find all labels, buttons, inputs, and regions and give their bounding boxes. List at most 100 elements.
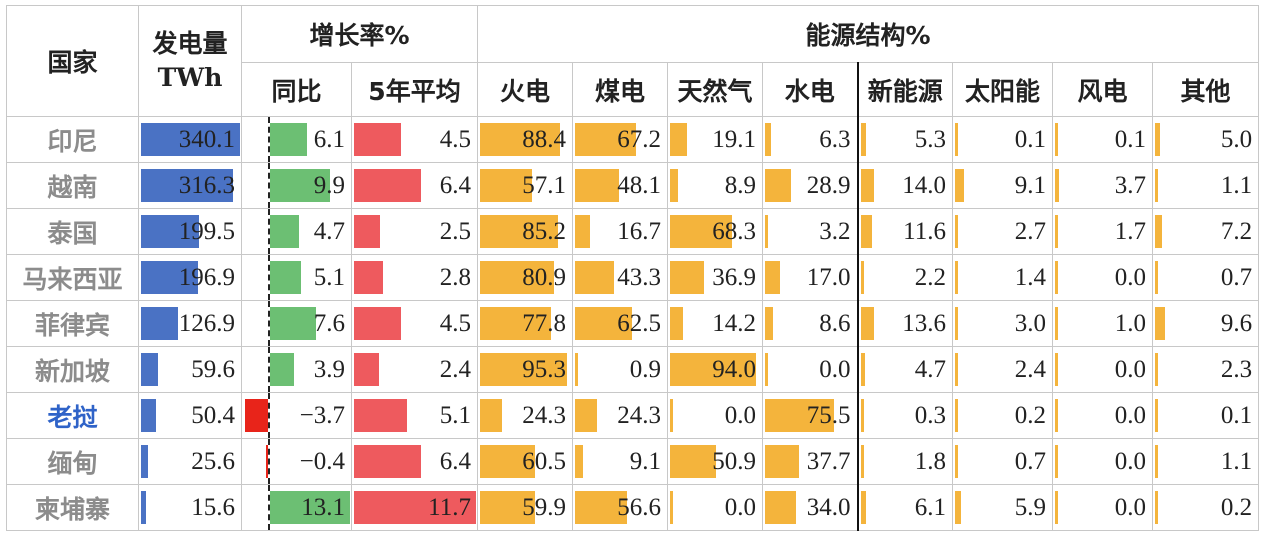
header-gas: 天然气 xyxy=(667,62,763,117)
hydro-value: 34.0 xyxy=(806,493,851,521)
wind-cell: 0.0 xyxy=(1052,484,1153,531)
hydro-bar xyxy=(765,445,800,478)
thermal-cell: 88.4 xyxy=(477,116,573,163)
table-body: 印尼 340.1 6.1 4.5 88.4 67.2 19.1 6.3 5.3 0.1 0.1 5.0… xyxy=(6,116,1260,531)
new_energy-cell: 1.8 xyxy=(856,438,953,485)
coal-bar xyxy=(575,215,591,248)
hydro-bar xyxy=(765,307,773,340)
hydro-cell: 37.7 xyxy=(762,438,858,485)
gen-value: 196.9 xyxy=(178,263,235,291)
yoy-value: 7.6 xyxy=(313,309,345,337)
other-cell: 0.2 xyxy=(1151,484,1260,531)
hydro-bar xyxy=(765,353,768,386)
gas-cell: 14.2 xyxy=(667,300,763,347)
header-generation-line1: 发电量 xyxy=(152,29,228,59)
solar-cell: 2.7 xyxy=(952,208,1053,255)
hydro-bar xyxy=(765,261,781,294)
avg5-value: 2.4 xyxy=(439,355,471,383)
gen-bar xyxy=(141,353,159,386)
zero-axis-line xyxy=(268,209,270,254)
solar-cell: 2.4 xyxy=(952,346,1053,393)
wind-value: 1.0 xyxy=(1114,309,1146,337)
other-bar xyxy=(1155,123,1161,156)
thermal-value: 77.8 xyxy=(522,309,566,337)
other-cell: 0.7 xyxy=(1151,254,1260,301)
thermal-cell: 85.2 xyxy=(477,208,573,255)
gas-bar xyxy=(670,307,683,340)
header-coal: 煤电 xyxy=(572,62,668,117)
solar-cell: 0.2 xyxy=(952,392,1053,439)
coal-bar xyxy=(575,491,627,524)
hydro-bar xyxy=(765,399,834,432)
solar-value: 2.7 xyxy=(1014,217,1046,245)
table-row: 缅甸 25.6 −0.4 6.4 60.5 9.1 50.9 37.7 1.8 0.7 0.0 1.1 xyxy=(6,438,1260,485)
gen-cell: 340.1 xyxy=(138,116,242,163)
yoy-value: 4.7 xyxy=(313,217,345,245)
new_energy-cell: 4.7 xyxy=(856,346,953,393)
thermal-value: 24.3 xyxy=(522,401,566,429)
avg5-value: 11.7 xyxy=(428,493,471,521)
other-bar xyxy=(1155,491,1158,524)
table-row: 老挝 50.4 −3.7 5.1 24.3 24.3 0.0 75.5 0.3 0.2 0.0 0.1 xyxy=(6,392,1260,439)
header-other: 其他 xyxy=(1151,62,1260,117)
yoy-value: −0.4 xyxy=(299,447,345,475)
other-bar xyxy=(1155,445,1158,478)
gen-value: 126.9 xyxy=(178,309,235,337)
gas-value: 8.9 xyxy=(724,171,756,199)
other-bar xyxy=(1155,261,1158,294)
new_energy-cell: 13.6 xyxy=(856,300,953,347)
solar-cell: 0.7 xyxy=(952,438,1053,485)
other-value: 2.3 xyxy=(1220,355,1253,383)
gen-value: 340.1 xyxy=(178,125,235,153)
avg5-bar xyxy=(354,445,421,478)
wind-cell: 0.1 xyxy=(1052,116,1153,163)
coal-value: 43.3 xyxy=(617,263,661,291)
yoy-cell: 13.1 xyxy=(241,484,352,531)
hydro-cell: 28.9 xyxy=(762,162,858,209)
new_energy-bar xyxy=(860,491,867,524)
yoy-bar xyxy=(270,123,308,156)
yoy-bar xyxy=(270,215,299,248)
table-row: 柬埔寨 15.6 13.1 11.7 59.9 56.6 0.0 34.0 6.1 5.9 0.0 0… xyxy=(6,484,1260,531)
thermal-bar xyxy=(480,215,558,248)
gen-bar xyxy=(141,307,178,340)
yoy-bar xyxy=(270,307,317,340)
new_energy-bar xyxy=(860,399,864,432)
thermal-cell: 59.9 xyxy=(477,484,573,531)
hydro-value: 17.0 xyxy=(806,263,851,291)
coal-value: 48.1 xyxy=(617,171,661,199)
solar-value: 1.4 xyxy=(1014,263,1046,291)
thermal-cell: 95.3 xyxy=(477,346,573,393)
table-row: 马来西亚 196.9 5.1 2.8 80.9 43.3 36.9 17.0 2.2 1.4 0.0… xyxy=(6,254,1260,301)
wind-bar xyxy=(1055,445,1058,478)
thermal-value: 85.2 xyxy=(522,217,566,245)
new_energy-value: 1.8 xyxy=(914,447,946,475)
gen-value: 25.6 xyxy=(191,447,235,475)
coal-cell: 48.1 xyxy=(572,162,668,209)
avg5-bar xyxy=(354,261,384,294)
yoy-value: 3.9 xyxy=(313,355,345,383)
zero-axis-line xyxy=(268,485,270,530)
yoy-bar xyxy=(265,445,268,478)
avg5-value: 2.8 xyxy=(439,263,471,291)
wind-bar xyxy=(1055,491,1058,524)
wind-cell: 0.0 xyxy=(1052,392,1153,439)
new_energy-bar xyxy=(860,261,864,294)
new_energy-value: 13.6 xyxy=(902,309,946,337)
wind-bar xyxy=(1055,169,1059,202)
gen-bar xyxy=(141,491,146,524)
other-value: 0.1 xyxy=(1220,401,1253,429)
coal-value: 62.5 xyxy=(617,309,661,337)
other-value: 9.6 xyxy=(1220,309,1253,337)
other-bar xyxy=(1155,169,1158,202)
gen-bar xyxy=(141,169,234,202)
thermal-value: 95.3 xyxy=(522,355,566,383)
yoy-value: 9.9 xyxy=(313,171,345,199)
gas-bar xyxy=(670,353,756,386)
new_energy-cell: 6.1 xyxy=(856,484,953,531)
other-value: 0.2 xyxy=(1220,493,1253,521)
thermal-bar xyxy=(480,399,503,432)
thermal-cell: 80.9 xyxy=(477,254,573,301)
avg5-bar xyxy=(354,491,476,524)
avg5-cell: 6.4 xyxy=(351,438,478,485)
